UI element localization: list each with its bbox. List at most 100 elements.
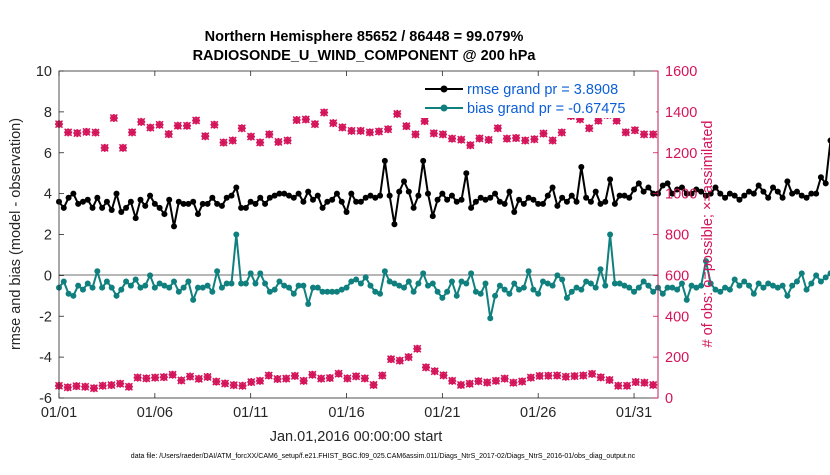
rmse-point bbox=[362, 194, 369, 201]
footer-data-file: data file: /Users/raeder/DAI/ATM_forcXX/… bbox=[131, 453, 636, 460]
bias-point bbox=[405, 278, 412, 285]
obs-count-point bbox=[630, 126, 639, 135]
obs-count-point bbox=[73, 129, 82, 138]
bias-point bbox=[822, 274, 829, 281]
bias-point bbox=[410, 288, 417, 295]
obs-count-point bbox=[352, 372, 361, 381]
rmse-point bbox=[94, 194, 101, 201]
bias-point bbox=[343, 284, 350, 291]
rmse-point bbox=[233, 184, 240, 191]
bias-point bbox=[367, 282, 374, 289]
rmse-point bbox=[774, 188, 781, 195]
rmse-point bbox=[798, 192, 805, 199]
rmse-point bbox=[765, 194, 772, 201]
obs-count-point bbox=[146, 123, 155, 132]
rmse-point bbox=[760, 188, 767, 195]
rmse-point bbox=[539, 200, 546, 207]
rmse-point bbox=[190, 198, 197, 205]
bias-point bbox=[252, 280, 259, 287]
rmse-point bbox=[472, 198, 479, 205]
obs-count-point bbox=[466, 141, 475, 150]
bias-point bbox=[94, 268, 101, 275]
obs-count-point bbox=[343, 374, 352, 383]
bias-point bbox=[89, 284, 96, 291]
rmse-point bbox=[664, 180, 671, 187]
bias-point bbox=[793, 278, 800, 285]
obs-count-point bbox=[192, 116, 201, 125]
bias-point bbox=[204, 282, 211, 289]
obs-count-point bbox=[493, 124, 502, 133]
rmse-point bbox=[784, 178, 791, 185]
obs-count-point bbox=[614, 381, 623, 390]
rmse-point bbox=[640, 188, 647, 195]
rmse-point bbox=[463, 170, 470, 177]
y-right-tick-label: 200 bbox=[665, 350, 689, 366]
rmse-point bbox=[712, 184, 719, 191]
obs-count-point bbox=[292, 116, 301, 125]
bias-point bbox=[472, 288, 479, 295]
bias-point bbox=[453, 292, 460, 299]
rmse-point bbox=[84, 196, 91, 203]
legend-bias-marker bbox=[440, 104, 448, 112]
obs-count-point bbox=[420, 117, 429, 126]
rmse-point bbox=[583, 194, 590, 201]
obs-count-point bbox=[212, 377, 221, 386]
bias-point bbox=[377, 290, 384, 297]
bias-point bbox=[199, 284, 206, 291]
rmse-point bbox=[424, 190, 431, 197]
bias-point bbox=[669, 284, 676, 291]
rmse-point bbox=[496, 198, 503, 205]
obs-count-point bbox=[402, 122, 411, 131]
bias-point bbox=[396, 282, 403, 289]
bias-point bbox=[573, 284, 580, 291]
obs-count-point bbox=[151, 373, 160, 382]
bias-point bbox=[626, 284, 633, 291]
bias-point bbox=[611, 280, 618, 287]
rmse-point bbox=[813, 190, 820, 197]
bias-point bbox=[362, 274, 369, 281]
bias-point bbox=[683, 296, 690, 303]
bias-point bbox=[458, 278, 465, 285]
bias-point bbox=[65, 290, 72, 297]
bias-point bbox=[707, 280, 714, 287]
rmse-point bbox=[516, 196, 523, 203]
bias-point bbox=[688, 282, 695, 289]
obs-count-point bbox=[182, 121, 192, 130]
bias-point bbox=[659, 290, 666, 297]
bias-point bbox=[813, 272, 820, 279]
bias-point bbox=[262, 280, 269, 287]
bias-point bbox=[621, 282, 628, 289]
bias-point bbox=[75, 282, 82, 289]
rmse-point bbox=[698, 188, 705, 195]
rmse-point bbox=[645, 184, 652, 191]
x-tick-label: 01/11 bbox=[233, 405, 268, 421]
bias-point bbox=[722, 284, 729, 291]
rmse-point bbox=[300, 198, 307, 205]
obs-count-point bbox=[238, 381, 247, 390]
bias-point bbox=[214, 268, 221, 275]
bias-point bbox=[487, 315, 494, 322]
obs-count-point bbox=[229, 381, 238, 390]
y-axis-label: rmse and bias (model - observation) bbox=[8, 118, 24, 350]
bias-point bbox=[338, 286, 345, 293]
rmse-point bbox=[822, 180, 829, 187]
bias-point bbox=[717, 288, 724, 295]
obs-count-point bbox=[308, 370, 317, 379]
obs-count-point bbox=[640, 378, 649, 387]
rmse-point bbox=[65, 194, 72, 201]
rmse-point bbox=[238, 204, 245, 211]
legend-box bbox=[420, 76, 656, 118]
bias-point bbox=[789, 282, 796, 289]
obs-count-point bbox=[273, 374, 282, 384]
obs-count-point bbox=[72, 382, 81, 391]
y-tick-label: 2 bbox=[44, 228, 52, 244]
obs-count-point bbox=[475, 134, 484, 143]
obs-count-point bbox=[91, 128, 100, 137]
bias-point bbox=[123, 278, 130, 285]
rmse-point bbox=[736, 196, 743, 203]
obs-count-point bbox=[430, 367, 439, 376]
bias-point bbox=[429, 280, 436, 287]
x-tick-label: 01/21 bbox=[424, 405, 460, 421]
bias-point bbox=[602, 282, 609, 289]
obs-count-point bbox=[155, 120, 164, 129]
